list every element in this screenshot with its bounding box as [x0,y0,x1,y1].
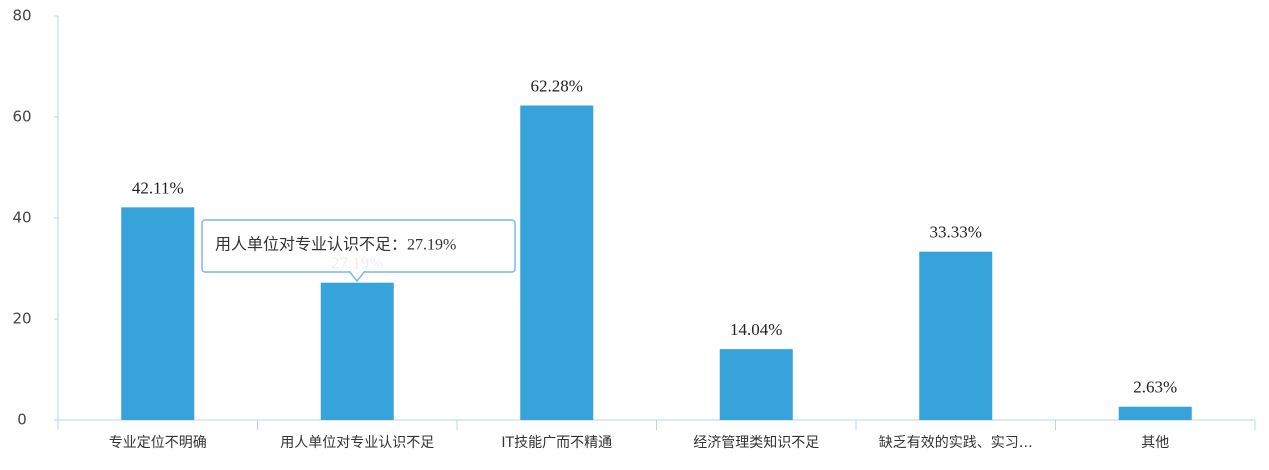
value-label: 33.33% [930,223,982,242]
value-label: 14.04% [730,320,782,339]
tooltip: 用人单位对专业认识不足：27.19% [201,219,516,283]
x-tick-label: IT技能广而不精通 [501,435,612,451]
y-tick-label: 20 [12,310,31,328]
value-label: 2.63% [1133,378,1177,397]
x-tick-label: 经济管理类知识不足 [693,434,819,451]
value-label: 42.11% [132,178,184,197]
bar [121,207,195,420]
bar [1118,406,1192,420]
x-tick-label: 专业定位不明确 [109,435,207,451]
x-tick-label: 缺乏有效的实践、实习… [879,435,1033,451]
y-tick-label: 60 [12,108,31,126]
tooltip-arrow [348,270,366,283]
x-tick-label: 其他 [1141,435,1169,451]
value-label: 62.28% [531,76,583,95]
bar [520,105,594,421]
x-tick-label: 用人单位对专业认识不足 [280,435,434,451]
y-tick-label: 40 [12,209,31,227]
y-tick-label: 0 [17,411,27,429]
bar [719,349,793,420]
bar [919,251,993,420]
bar [320,282,394,420]
y-tick-label: 80 [12,7,31,25]
tooltip-text: 用人单位对专业认识不足：27.19% [215,236,456,254]
